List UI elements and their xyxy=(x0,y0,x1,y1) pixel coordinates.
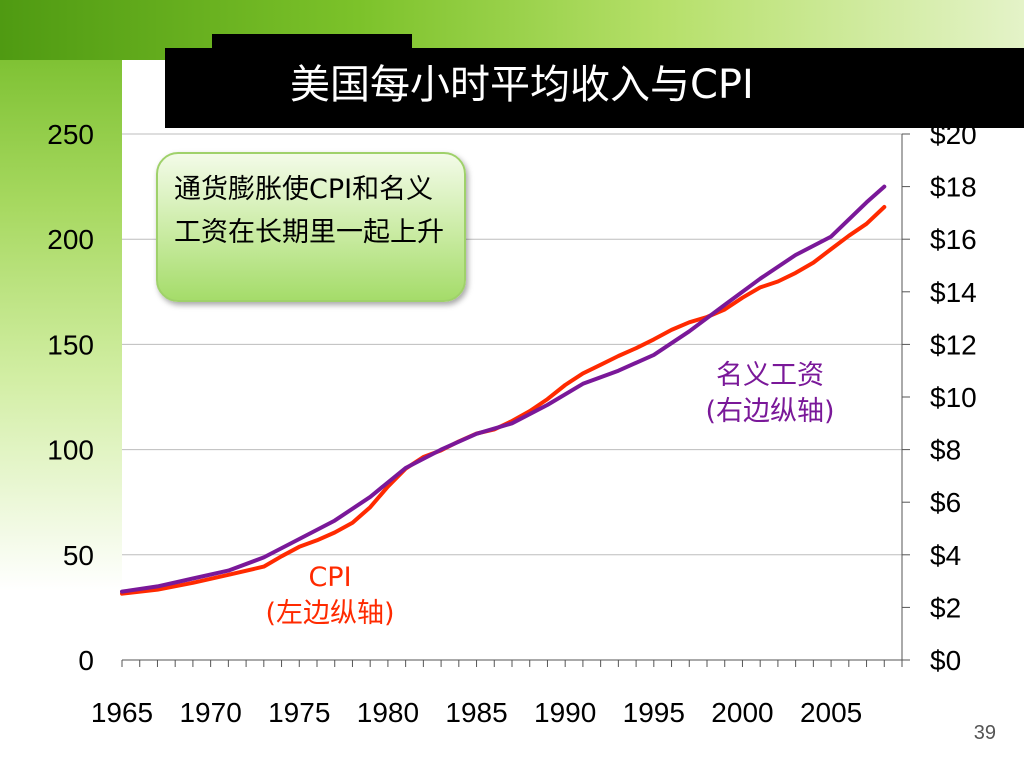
x-tick-label-1985: 1985 xyxy=(445,697,507,728)
y-right-tick-label-9: $18 xyxy=(930,172,977,203)
y-right-tick-label-7: $14 xyxy=(930,277,977,308)
x-tick-label-1975: 1975 xyxy=(268,697,330,728)
y-right-tick-label-5: $10 xyxy=(930,382,977,413)
left-green-strip xyxy=(0,60,122,768)
callout-box: 通货膨胀使CPI和名义工资在长期里一起上升 xyxy=(156,152,466,302)
x-tick-label-2000: 2000 xyxy=(711,697,773,728)
y-right-tick-label-0: $0 xyxy=(930,645,961,676)
cpi-axis-note: (左边纵轴) xyxy=(265,598,395,629)
cpi-series-name: CPI xyxy=(308,562,352,593)
x-tick-label-1995: 1995 xyxy=(623,697,685,728)
y-right-tick-label-10: $20 xyxy=(930,119,977,150)
y-right-tick-label-6: $12 xyxy=(930,329,977,360)
y-right-tick-label-4: $8 xyxy=(930,435,961,466)
x-tick-label-1970: 1970 xyxy=(179,697,241,728)
y-right-tick-label-8: $16 xyxy=(930,224,977,255)
wage-axis-note: (右边纵轴) xyxy=(705,396,835,427)
y-left-tick-label-100: 100 xyxy=(47,435,94,466)
x-tick-label-1965: 1965 xyxy=(91,697,153,728)
x-tick-label-2005: 2005 xyxy=(800,697,862,728)
y-left-tick-label-150: 150 xyxy=(47,329,94,360)
cpi-line xyxy=(120,205,887,596)
wage-series-name: 名义工资 xyxy=(716,360,824,391)
slide-title: 美国每小时平均收入与CPI xyxy=(290,62,754,108)
y-left-tick-label-50: 50 xyxy=(63,540,94,571)
y-right-tick-label-1: $2 xyxy=(930,592,961,623)
page-number: 39 xyxy=(973,722,996,744)
title-bar xyxy=(165,48,1024,128)
y-left-tick-label-200: 200 xyxy=(47,224,94,255)
x-tick-label-1990: 1990 xyxy=(534,697,596,728)
y-right-tick-label-2: $4 xyxy=(930,540,961,571)
y-right-tick-label-3: $6 xyxy=(930,487,961,518)
x-tick-label-1980: 1980 xyxy=(357,697,419,728)
y-left-tick-label-0: 0 xyxy=(78,645,94,676)
y-left-tick-label-250: 250 xyxy=(47,119,94,150)
cpi-series-label: CPI (左边纵轴) xyxy=(230,560,430,632)
wage-series-label: 名义工资 (右边纵轴) xyxy=(670,358,870,430)
wage-line xyxy=(120,184,887,594)
